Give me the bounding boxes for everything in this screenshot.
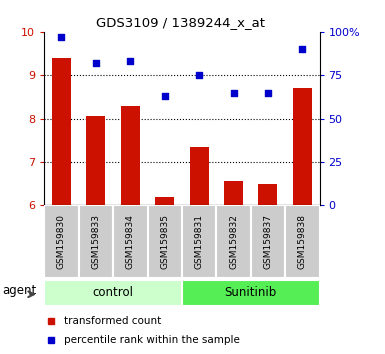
Text: GSM159838: GSM159838 [298,214,307,269]
Text: agent: agent [2,284,37,297]
Bar [216,205,251,278]
Text: GSM159834: GSM159834 [126,214,135,269]
Text: control: control [93,286,134,299]
Text: GSM159833: GSM159833 [91,214,100,269]
Text: percentile rank within the sample: percentile rank within the sample [64,335,239,345]
Bar [182,280,320,306]
Bar [121,105,140,205]
Bar [182,205,216,278]
Bar [258,184,278,205]
Bar [190,147,209,205]
Point [299,46,305,52]
Bar [155,197,174,205]
Point [231,90,237,96]
Bar [224,182,243,205]
Bar [44,205,79,278]
Point [93,60,99,66]
Point [59,34,65,40]
Text: GSM159835: GSM159835 [160,214,169,269]
Bar [285,205,320,278]
Point [265,90,271,96]
Point [127,58,133,64]
Text: GSM159830: GSM159830 [57,214,66,269]
Bar [79,205,113,278]
Point [196,73,202,78]
Text: GSM159831: GSM159831 [194,214,204,269]
Text: transformed count: transformed count [64,316,161,326]
Bar [113,205,147,278]
Bar [251,205,285,278]
Bar [52,58,71,205]
Text: GDS3109 / 1389244_x_at: GDS3109 / 1389244_x_at [97,16,265,29]
Point [162,93,168,99]
Bar [147,205,182,278]
Bar [44,280,182,306]
Text: GSM159832: GSM159832 [229,214,238,269]
Bar [86,116,105,205]
Bar [293,88,312,205]
Text: Sunitinib: Sunitinib [224,286,277,299]
Text: GSM159837: GSM159837 [263,214,273,269]
